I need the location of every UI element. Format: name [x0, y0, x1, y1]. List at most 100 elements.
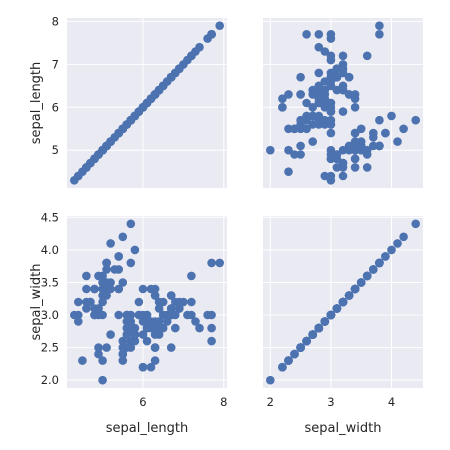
data-point: [187, 271, 196, 281]
data-point: [102, 141, 111, 151]
data-point: [138, 284, 148, 294]
data-point: [122, 120, 132, 129]
data-point: [338, 51, 348, 61]
data-point: [326, 128, 336, 138]
y-tick-label: 4.5: [41, 210, 59, 224]
data-point: [82, 271, 91, 281]
data-point: [350, 94, 360, 103]
data-point: [344, 291, 354, 300]
data-point: [106, 330, 115, 339]
data-point: [338, 145, 348, 155]
data-point: [146, 362, 156, 372]
data-point: [314, 90, 324, 99]
data-point: [94, 349, 103, 359]
data-point: [158, 81, 168, 91]
data-point: [362, 51, 372, 61]
data-point: [98, 356, 107, 365]
data-point: [290, 150, 299, 159]
data-point: [326, 107, 336, 116]
data-point: [320, 47, 330, 56]
data-point: [122, 330, 132, 339]
x-tick-label: 6: [139, 395, 146, 409]
data-point: [134, 297, 144, 307]
data-point: [74, 171, 83, 181]
data-point: [375, 141, 384, 151]
data-point: [150, 343, 160, 352]
data-point: [338, 85, 348, 95]
y-tick-label: 6: [52, 100, 59, 114]
data-point: [266, 375, 275, 385]
y-tick-label: 7: [52, 57, 59, 71]
data-point: [362, 271, 372, 281]
data-point: [154, 304, 164, 313]
data-point: [118, 232, 128, 242]
data-point: [162, 317, 172, 326]
data-point: [266, 145, 275, 155]
data-point: [106, 278, 115, 287]
data-point: [399, 124, 408, 134]
data-point: [215, 21, 224, 31]
data-point: [393, 239, 402, 248]
data-point: [332, 85, 342, 95]
data-point: [314, 111, 324, 121]
data-point: [90, 310, 99, 320]
data-point: [278, 94, 287, 103]
panel-sepal_length-vs-sepal_width: [263, 18, 423, 188]
data-point: [102, 343, 111, 352]
data-point: [187, 310, 196, 320]
data-point: [308, 137, 318, 146]
data-point: [290, 124, 299, 134]
data-point: [314, 120, 324, 129]
data-point: [98, 291, 107, 300]
data-point: [399, 232, 408, 242]
data-point: [146, 284, 156, 294]
data-point: [302, 30, 311, 39]
gridlines: [67, 216, 227, 388]
data-point: [146, 94, 156, 103]
data-point: [175, 304, 184, 313]
data-point: [314, 42, 324, 52]
panel-sepal_length-vs-sepal_length: [67, 18, 227, 188]
data-point: [387, 111, 396, 121]
data-point: [338, 107, 348, 116]
data-point: [166, 72, 176, 82]
data-point: [166, 304, 176, 313]
data-point: [332, 72, 342, 82]
data-point: [362, 163, 372, 172]
data-point: [356, 145, 366, 155]
data-point: [94, 343, 103, 352]
data-point: [126, 219, 136, 229]
data-point: [94, 271, 103, 281]
data-point: [302, 98, 311, 108]
data-point: [284, 356, 293, 365]
data-point: [138, 317, 148, 326]
data-point: [332, 163, 342, 172]
data-point: [314, 68, 324, 78]
data-point: [308, 330, 318, 339]
data-point: [332, 64, 342, 73]
data-point: [284, 167, 293, 176]
data-point: [74, 310, 83, 320]
data-point: [369, 265, 378, 274]
x-tick-label: 2: [267, 395, 274, 409]
data-point: [74, 317, 83, 326]
data-point: [320, 90, 330, 99]
data-point: [191, 317, 200, 326]
data-point: [387, 245, 396, 255]
data-point: [130, 245, 140, 255]
data-point: [114, 284, 123, 294]
data-point: [344, 72, 354, 82]
data-point: [369, 133, 378, 142]
data-point: [195, 42, 204, 52]
data-point: [362, 150, 372, 159]
data-point: [195, 323, 204, 333]
data-point: [98, 278, 107, 287]
y-tick-label: 4.0: [41, 243, 59, 257]
data-point: [350, 103, 360, 112]
data-point: [118, 343, 128, 352]
data-point: [375, 30, 384, 39]
data-point: [411, 219, 421, 229]
data-point: [375, 258, 384, 268]
data-point: [166, 310, 176, 320]
